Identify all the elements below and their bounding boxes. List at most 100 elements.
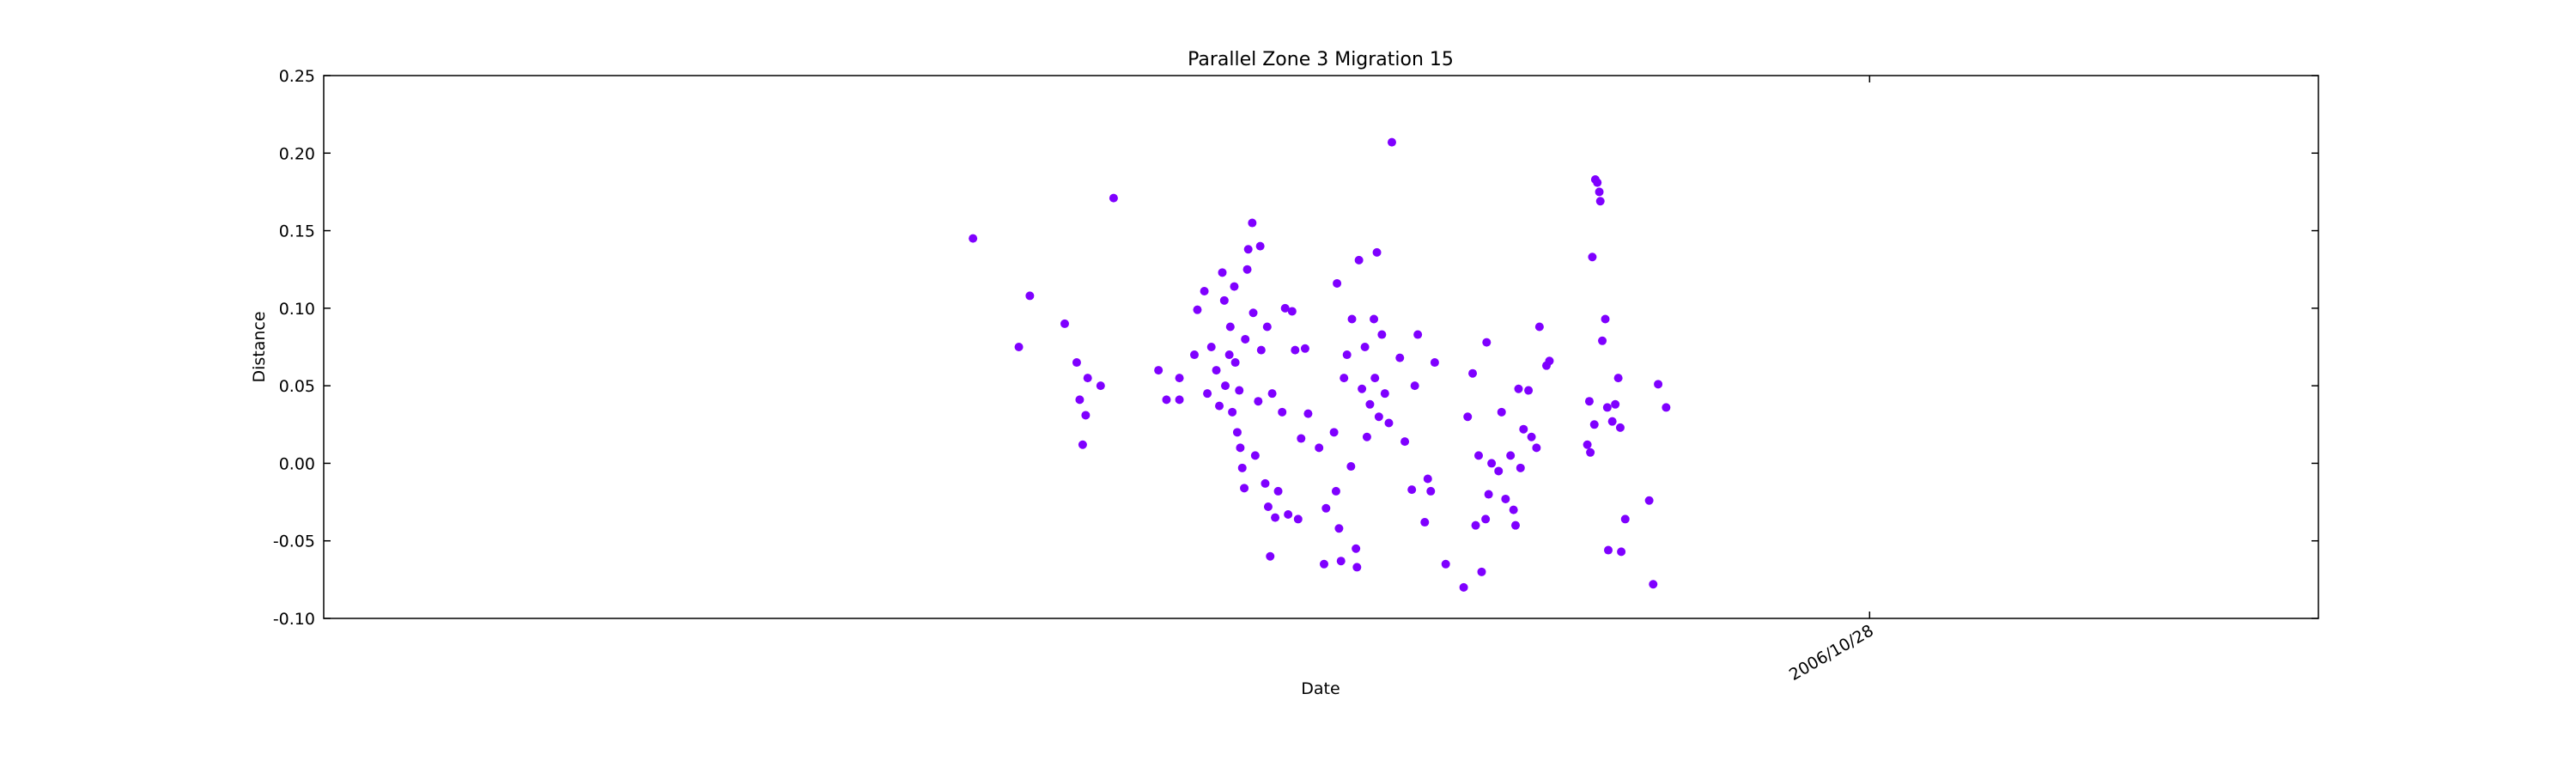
scatter-point xyxy=(1261,478,1270,488)
scatter-point xyxy=(1586,447,1595,457)
scatter-point xyxy=(1319,559,1328,569)
scatter-point xyxy=(1242,265,1252,274)
y-axis-label: Distance xyxy=(250,311,269,382)
scatter-point xyxy=(1370,314,1379,324)
scatter-point xyxy=(1193,305,1202,314)
scatter-point xyxy=(1060,319,1069,328)
scatter-point xyxy=(1514,384,1523,393)
scatter-point xyxy=(1601,314,1610,324)
scatter-point xyxy=(1340,374,1349,383)
scatter-point xyxy=(1280,303,1290,313)
scatter-point xyxy=(1604,545,1613,555)
scatter-point xyxy=(1584,397,1594,406)
scatter-point xyxy=(1284,510,1293,520)
scatter-point xyxy=(1083,374,1092,383)
scatter-point xyxy=(1468,368,1478,378)
axes-frame xyxy=(323,75,2319,619)
scatter-point xyxy=(1240,484,1249,493)
scatter-point xyxy=(1649,580,1658,589)
scatter-point xyxy=(1262,322,1272,332)
scatter-point xyxy=(1212,366,1221,375)
scatter-point xyxy=(1329,428,1339,437)
scatter-point xyxy=(1096,381,1105,391)
scatter-point xyxy=(1583,440,1592,449)
scatter-point xyxy=(1025,291,1035,301)
scatter-point xyxy=(1352,563,1362,572)
scatter-point xyxy=(1532,443,1541,453)
scatter-point xyxy=(1224,350,1234,360)
scatter-point xyxy=(1254,397,1263,406)
scatter-point xyxy=(1200,286,1209,295)
scatter-point xyxy=(1620,514,1630,524)
scatter-point xyxy=(1237,463,1247,472)
y-tick-label: 0.15 xyxy=(279,222,315,241)
scatter-point xyxy=(1463,412,1473,422)
scatter-point xyxy=(1293,514,1303,524)
scatter-point xyxy=(1527,432,1536,441)
scatter-point xyxy=(1497,407,1506,417)
scatter-point xyxy=(1287,307,1297,316)
scatter-point xyxy=(1336,557,1346,566)
scatter-point xyxy=(1078,440,1087,449)
scatter-point xyxy=(1109,193,1118,203)
scatter-point xyxy=(1014,343,1024,351)
scatter-point xyxy=(1593,178,1602,187)
scatter-point xyxy=(1297,434,1306,443)
scatter-point xyxy=(1413,330,1423,339)
scatter-point xyxy=(1203,389,1212,399)
scatter-point xyxy=(1534,322,1544,332)
scatter-point xyxy=(1354,255,1364,265)
scatter-point xyxy=(1321,503,1331,513)
scatter-point xyxy=(1220,381,1230,391)
scatter-point xyxy=(1595,197,1605,206)
scatter-point xyxy=(1175,395,1184,405)
scatter-point xyxy=(1162,395,1171,405)
scatter-point xyxy=(1595,187,1604,197)
scatter-point xyxy=(1484,490,1493,499)
scatter-point xyxy=(1300,344,1309,353)
scatter-point xyxy=(1611,399,1620,409)
scatter-point xyxy=(1347,314,1357,324)
scatter-point xyxy=(1524,386,1534,395)
y-tick-label: -0.10 xyxy=(273,610,315,629)
scatter-point xyxy=(1230,358,1240,368)
scatter-point xyxy=(1374,412,1383,422)
plot-area xyxy=(969,137,1671,592)
scatter-point xyxy=(1360,343,1370,351)
scatter-point xyxy=(1303,409,1313,418)
scatter-point xyxy=(969,234,978,243)
scatter-point xyxy=(1075,395,1084,405)
scatter-point xyxy=(1189,350,1199,360)
scatter-point xyxy=(1365,399,1375,409)
scatter-point xyxy=(1273,486,1283,496)
scatter-point xyxy=(1617,547,1626,557)
scatter-point xyxy=(1255,241,1265,251)
scatter-point xyxy=(1291,345,1300,355)
scatter-point xyxy=(1654,380,1663,389)
scatter-point xyxy=(1410,381,1419,391)
scatter-point xyxy=(1377,330,1387,339)
scatter-point xyxy=(1256,345,1266,355)
scatter-point xyxy=(1644,496,1654,505)
scatter-point xyxy=(1474,451,1484,460)
scatter-point xyxy=(1482,338,1492,347)
scatter-point xyxy=(1263,502,1273,511)
scatter-point xyxy=(1441,559,1450,569)
scatter-point xyxy=(1232,428,1242,437)
scatter-point xyxy=(1215,401,1224,411)
scatter-point xyxy=(1509,505,1518,514)
scatter-point xyxy=(1218,268,1227,277)
scatter-point xyxy=(1598,336,1607,345)
scatter-point xyxy=(1613,374,1623,383)
scatter-point xyxy=(1346,462,1356,472)
scatter-point xyxy=(1426,486,1436,496)
scatter-point xyxy=(1266,551,1275,561)
scatter-point xyxy=(1423,474,1432,484)
scatter-point xyxy=(1154,366,1163,375)
scatter-point xyxy=(1384,418,1394,428)
y-tick-label: 0.10 xyxy=(279,300,315,319)
scatter-point xyxy=(1459,582,1468,592)
y-tick-label: 0.20 xyxy=(279,144,315,163)
